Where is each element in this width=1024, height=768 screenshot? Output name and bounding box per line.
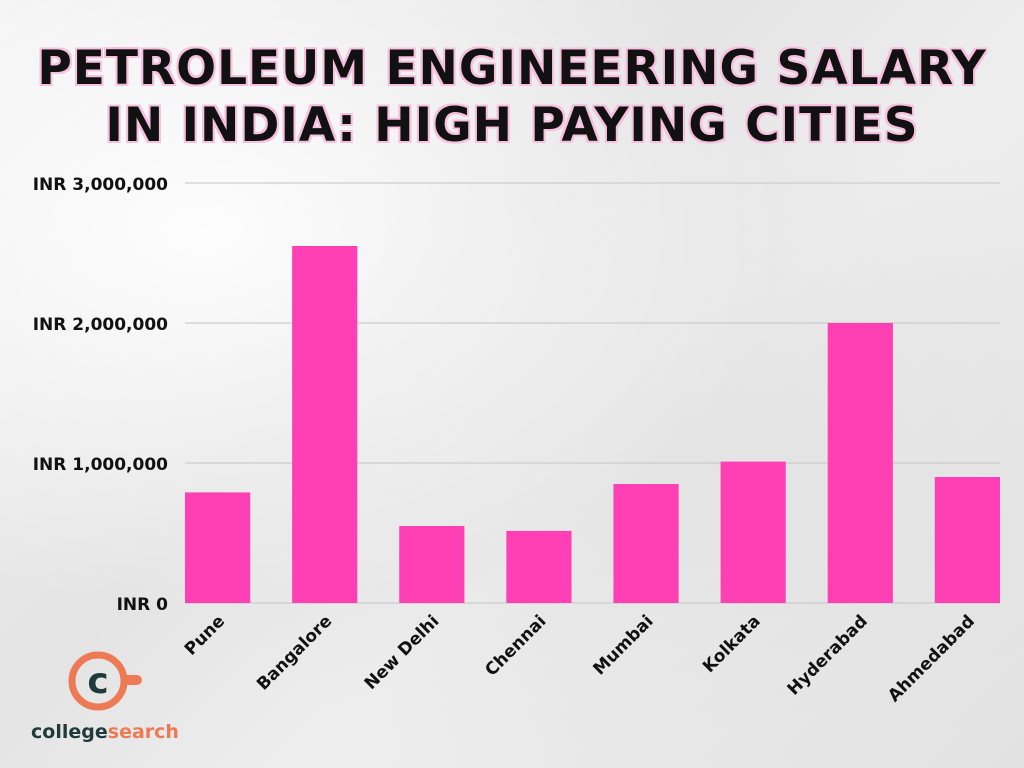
y-tick-label: INR 2,000,000 xyxy=(33,315,168,335)
logo-icon: c xyxy=(68,651,142,711)
y-tick-label: INR 0 xyxy=(117,595,169,615)
x-tick-label: Hyderabad xyxy=(784,611,872,699)
bar-chennai xyxy=(506,530,572,603)
bar-ahmedabad xyxy=(934,477,1000,603)
x-tick-label: New Delhi xyxy=(361,611,444,694)
bar-mumbai xyxy=(613,484,679,603)
title-line-2: IN INDIA: HIGH PAYING CITIES xyxy=(105,98,919,153)
bar-kolkata xyxy=(720,461,786,603)
x-tick-label: Mumbai xyxy=(590,611,658,679)
logo-text: collegesearch xyxy=(31,721,179,743)
svg-text:c: c xyxy=(87,661,108,702)
y-tick-label: INR 3,000,000 xyxy=(33,175,168,195)
collegesearch-logo: c collegesearch xyxy=(30,645,180,743)
title-line-1: PETROLEUM ENGINEERING SALARY xyxy=(37,41,987,96)
x-tick-label: Chennai xyxy=(481,611,550,680)
x-tick-label: Kolkata xyxy=(699,611,765,677)
bar-pune xyxy=(185,492,251,603)
chart-title: PETROLEUM ENGINEERING SALARY IN INDIA: H… xyxy=(0,40,1024,154)
x-tick-label: Pune xyxy=(181,611,229,659)
x-tick-label: Ahmedabad xyxy=(884,611,979,706)
bar-bangalore xyxy=(292,246,358,603)
bar-hyderabad xyxy=(827,323,893,603)
y-tick-label: INR 1,000,000 xyxy=(33,455,168,475)
x-tick-label: Bangalore xyxy=(253,611,336,694)
bar-new-delhi xyxy=(399,526,465,603)
